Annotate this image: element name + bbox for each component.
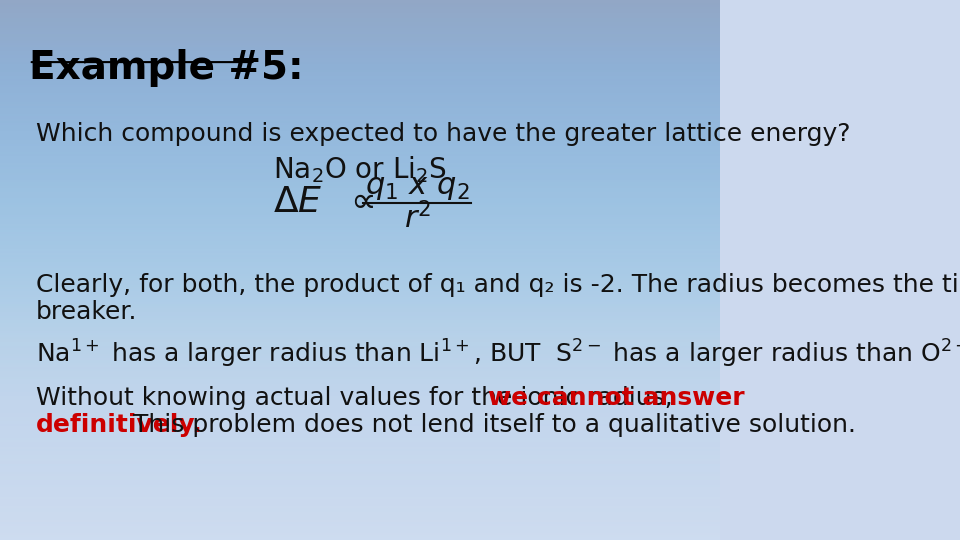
Text: $\Delta E$  $\propto$: $\Delta E$ $\propto$: [274, 186, 375, 219]
Text: Na$^{1+}$ has a larger radius than Li$^{1+}$, BUT  S$^{2-}$ has a larger radius : Na$^{1+}$ has a larger radius than Li$^{…: [36, 338, 960, 370]
Text: Example #5:: Example #5:: [29, 49, 303, 86]
Text: $q_1\ x\ q_2$: $q_1\ x\ q_2$: [365, 171, 469, 202]
Text: Which compound is expected to have the greater lattice energy?: Which compound is expected to have the g…: [36, 122, 851, 145]
Text: Clearly, for both, the product of q₁ and q₂ is -2. The radius becomes the tie-: Clearly, for both, the product of q₁ and…: [36, 273, 960, 296]
Text: Na$_2$O or Li$_2$S: Na$_2$O or Li$_2$S: [273, 154, 446, 185]
Text: we cannot answer: we cannot answer: [488, 386, 744, 410]
Text: Without knowing actual values for the ionic radius,: Without knowing actual values for the io…: [36, 386, 681, 410]
Text: $r^2$: $r^2$: [403, 202, 431, 235]
Text: definitively.: definitively.: [36, 413, 203, 437]
Text: This problem does not lend itself to a qualitative solution.: This problem does not lend itself to a q…: [125, 413, 856, 437]
Text: breaker.: breaker.: [36, 300, 137, 323]
